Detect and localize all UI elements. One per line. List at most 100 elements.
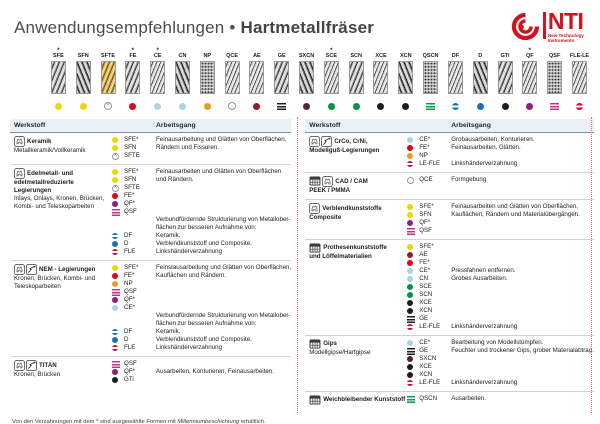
code-line: LE-FLE Linkshänderverzahnung: [407, 379, 594, 387]
dot-marker: [407, 356, 414, 363]
burr-image: [249, 61, 265, 95]
bars-marker: [550, 103, 560, 111]
code-line: D Verblendkunststoff und Composite.: [112, 336, 291, 344]
material-name: Gips: [323, 340, 337, 348]
dot-marker: [327, 103, 335, 111]
material-line: und Löffelmaterialien: [309, 253, 372, 261]
operations-cell: SFE* Feinstausarbeitung und Glätten von …: [112, 264, 291, 352]
circle-x-marker: [112, 152, 119, 160]
burr-label: SCN: [350, 53, 362, 60]
burr-column: SXCN: [294, 49, 319, 115]
code-label: D: [124, 336, 129, 344]
table-header: Werkstoff Arbeitsgang: [10, 119, 292, 134]
dot-marker: [112, 137, 118, 144]
dot-marker: [402, 103, 410, 111]
material-cell: Weichbleibender Kunststoff: [309, 395, 407, 405]
dot-marker: [407, 364, 414, 371]
material-cell: Prothesenkunststoffe und Löffelmateriali…: [309, 243, 407, 331]
burr-column: SCN: [344, 49, 369, 115]
denture-icon: [309, 243, 321, 253]
burr-label: AE: [253, 53, 261, 60]
bars-marker: [277, 103, 287, 111]
operation-text: Feinausarbeiten, Glätten.: [451, 144, 521, 152]
code-label: CE*: [419, 339, 431, 347]
operations-cell: QSF QF* Ausarbeiten, Konturieren, Feinau…: [112, 360, 291, 384]
code-line: FE* Feinausarbeiten, Glätten.: [407, 144, 594, 152]
title-bullet: •: [229, 18, 236, 37]
material-cell: Keramik Metallkeramik/Vollkeramik: [14, 136, 112, 160]
code-line: FE*: [112, 192, 291, 200]
material-cell: NEM - Legierungen Kronen, Brücken, Kombi…: [14, 264, 112, 352]
code-label: XCE: [419, 363, 432, 371]
split-marker: [112, 345, 118, 352]
divider-dotted-line: [297, 117, 298, 414]
asterisk-mark: *: [57, 48, 60, 55]
bars-marker: [426, 103, 436, 111]
dot-marker: [112, 337, 118, 344]
code-line: QF*: [407, 219, 594, 227]
dot-marker: [253, 103, 261, 111]
code-line: Verbundfördernde Strukturierung von Meta…: [112, 216, 291, 224]
material-cell: Verblendkunststoffe Composite: [309, 203, 407, 235]
code-line: SCN: [407, 291, 594, 299]
code-label: QF*: [124, 368, 136, 376]
dot-marker: [501, 103, 509, 111]
burr-column: FLE-LE: [567, 49, 592, 115]
dot-marker: [112, 281, 118, 288]
material-cell: CrCo, CrNi, Modellguß-Legierungen: [309, 136, 407, 168]
code-label: SFN: [124, 176, 137, 184]
material-cell: Edelmetall- und edelmetallreduzierte Legi…: [14, 168, 112, 256]
burr-image: [100, 61, 116, 95]
dot-marker: [112, 297, 118, 304]
bars-marker: [112, 288, 120, 296]
burr-image: [50, 61, 66, 95]
material-line: Kombi- und Teleskoparbeiten: [14, 203, 95, 211]
dot-marker: [476, 103, 484, 111]
burr-label: QSF: [549, 53, 561, 60]
burr-column: SFN: [71, 49, 96, 115]
code-label: CE*: [419, 267, 431, 275]
table-header: Werkstoff Arbeitsgang: [305, 119, 594, 134]
code-label: CE*: [419, 136, 431, 144]
dot-marker: [112, 201, 118, 208]
material-cell: CAD / CAM PEEK / PMMA: [309, 176, 407, 195]
asterisk-mark: *: [528, 48, 532, 55]
burr-column: D: [468, 49, 493, 115]
code-line: QSCN Ausarbeiten.: [407, 395, 594, 403]
material-name: Edelmetall- und: [27, 169, 74, 177]
code-line: CE* Grobausarbeiten, Konturieren.: [407, 136, 594, 144]
code-label: LE-FLE: [419, 323, 441, 331]
operation-text: Verbundfördernde Strukturierung von Meta…: [156, 216, 291, 224]
logo-bar: [542, 12, 546, 39]
code-label: SXCN: [419, 355, 437, 363]
material-name: Weichbleibender Kunststoff: [323, 396, 406, 404]
dot-marker: [112, 273, 118, 280]
code-line: QSF: [112, 208, 291, 216]
footnote: Von den Verzahnungen mit dem * sind ausg…: [12, 419, 266, 424]
material-line: PEEK / PMMA: [309, 187, 351, 195]
material-line: Metallkeramik/Vollkeramik: [14, 147, 86, 155]
burr-image: [472, 61, 488, 95]
burr-image: [348, 61, 364, 95]
circle-x-marker: [104, 102, 113, 111]
split-marker: [575, 103, 583, 111]
burr-column: AE: [245, 49, 270, 115]
code-line: FLE Linkshänderverzahnung: [112, 248, 291, 256]
burr-label: SCE: [325, 53, 337, 60]
table-row: TITAN Kronen, Brücken QSF QF* Ausarbeite…: [10, 357, 291, 388]
code-line: SFTE: [112, 152, 291, 160]
burr-column: QSCN: [418, 49, 443, 115]
bars-marker: [407, 395, 415, 403]
burr-label: NP: [203, 53, 212, 60]
arbeitsgang-header: Arbeitsgang: [156, 122, 196, 130]
code-line: SFE* Feinstausarbeitung und Glätten von …: [112, 264, 291, 272]
dot-marker: [407, 220, 414, 227]
code-line: CN Grobes Ausarbeiten.: [407, 275, 594, 283]
dot-marker: [112, 369, 118, 376]
burr-column: * FE: [120, 48, 145, 115]
burr-column: GE: [269, 49, 294, 115]
code-label: DF: [124, 232, 133, 240]
burr-image: [423, 61, 439, 95]
burr-image: [447, 61, 463, 95]
logo-swirl-icon: [511, 12, 539, 41]
